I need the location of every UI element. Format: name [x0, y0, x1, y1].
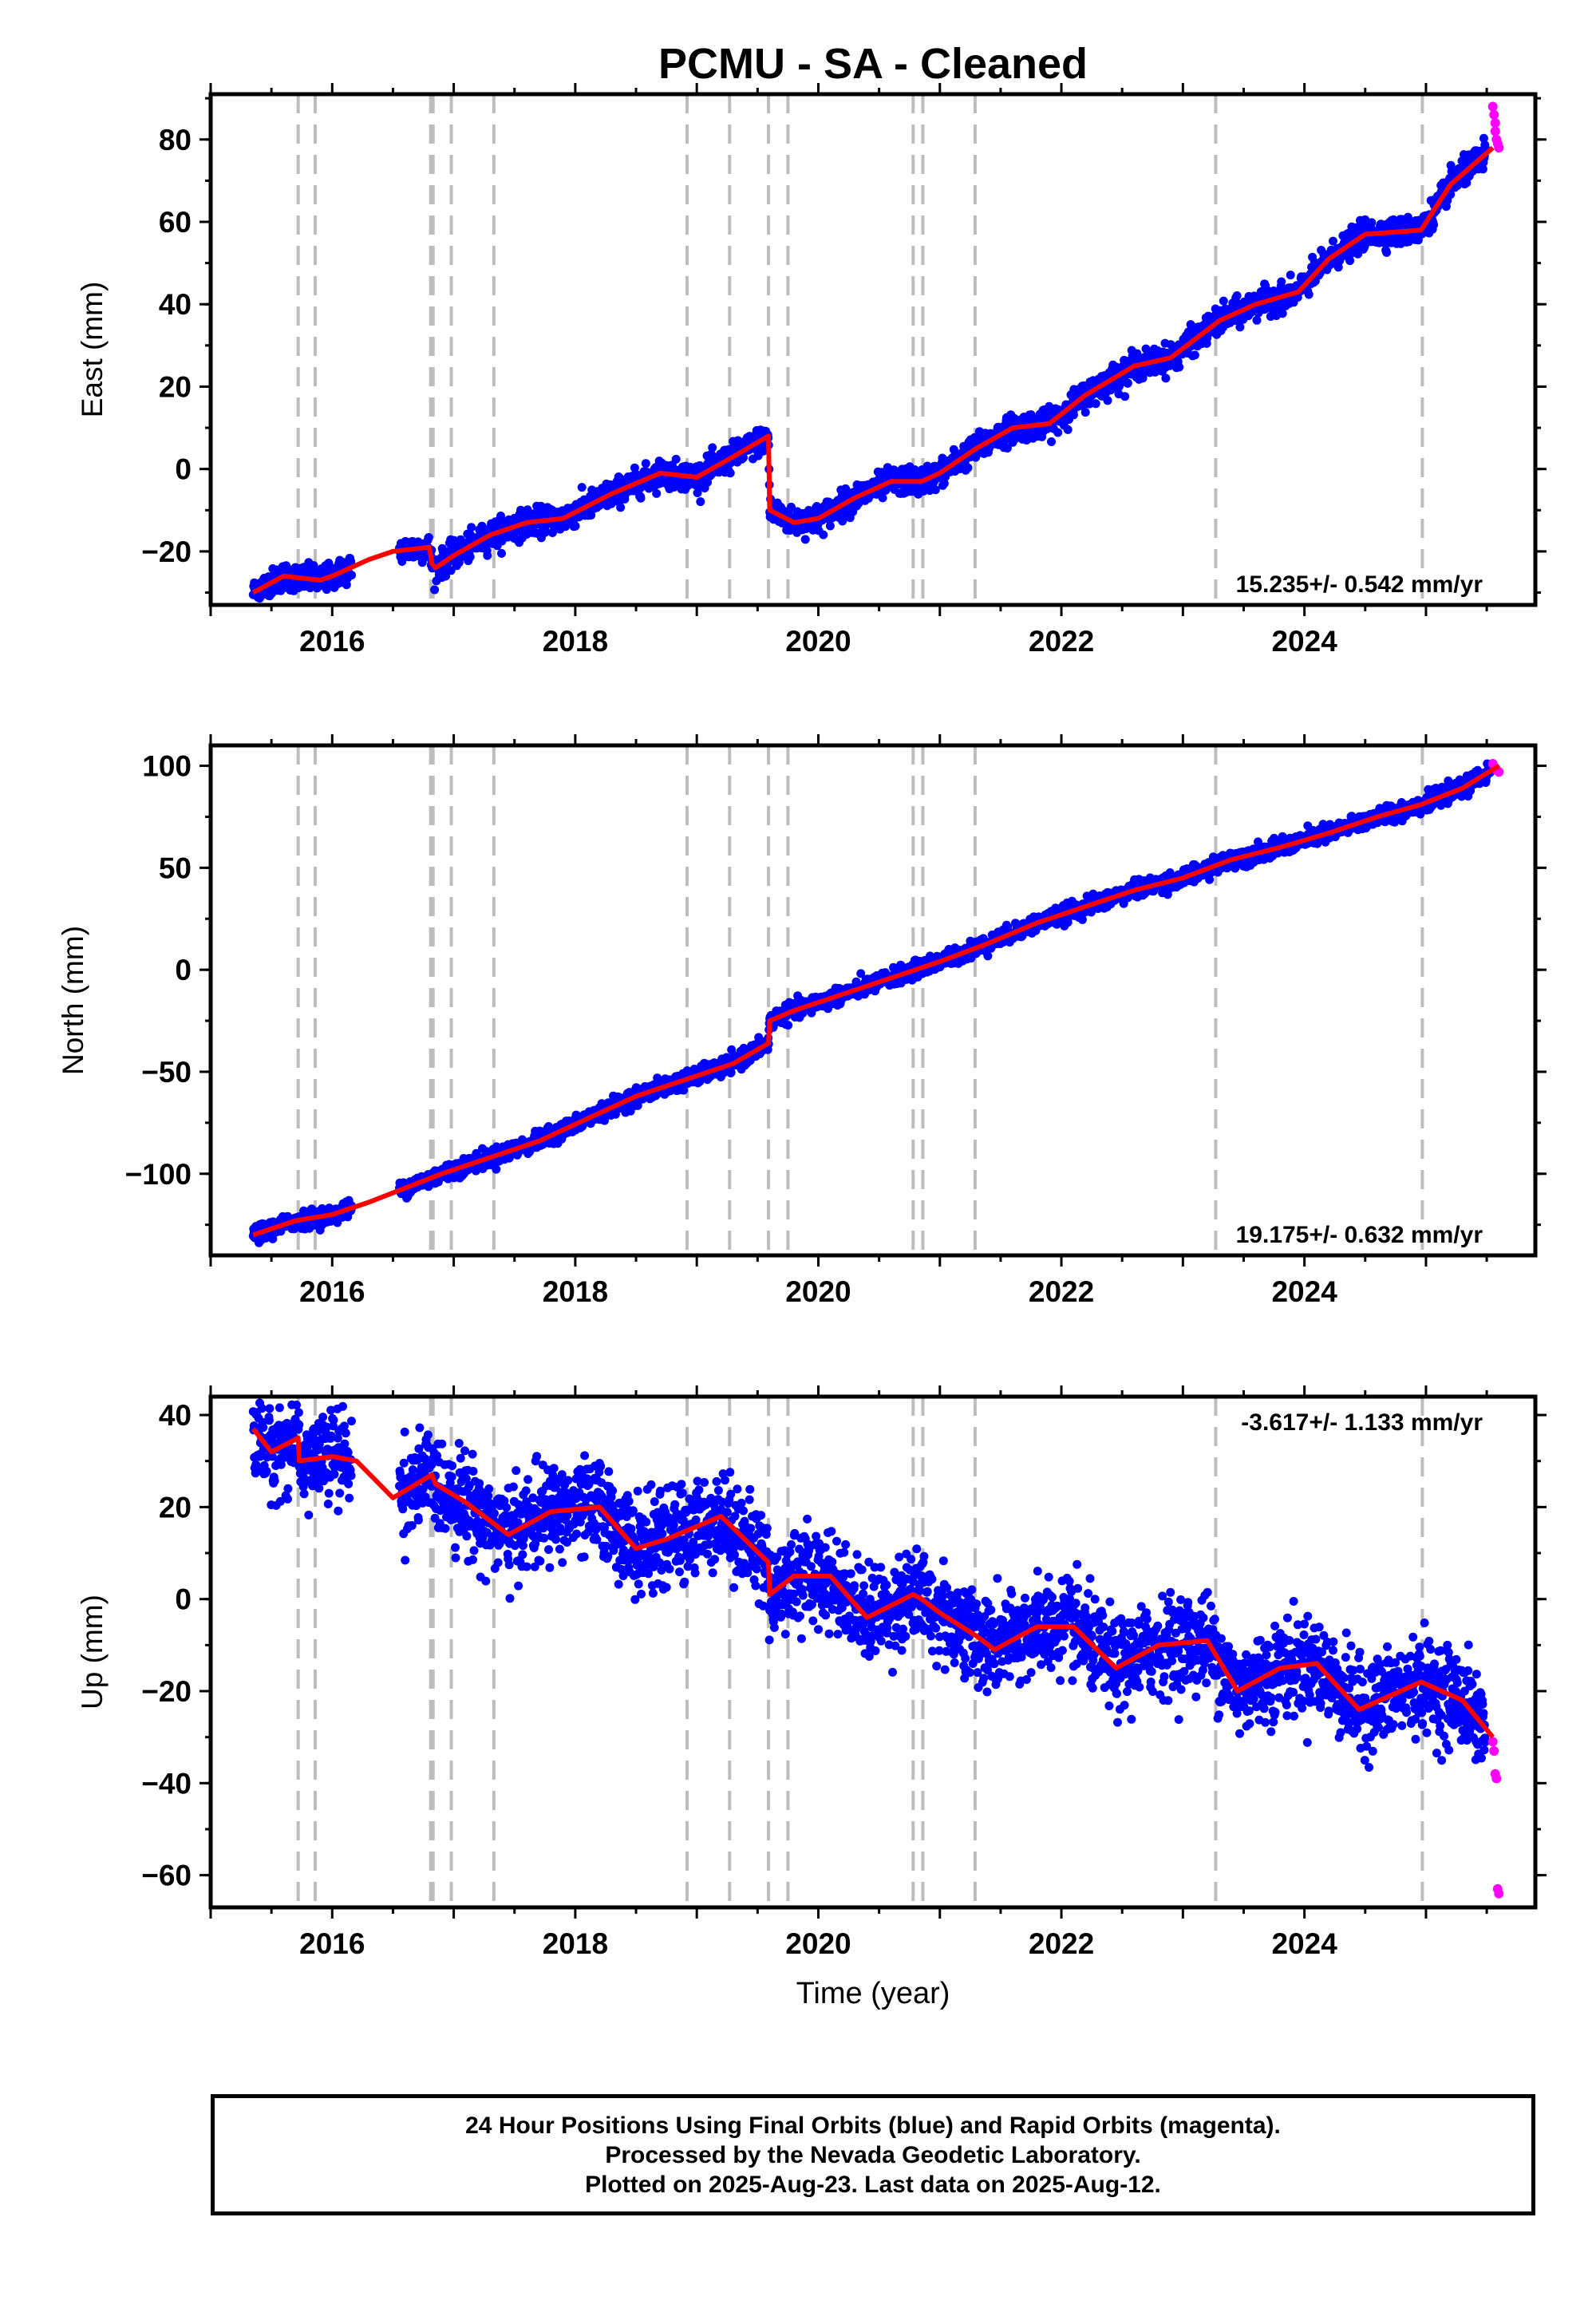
data-point — [1345, 256, 1355, 266]
x-tick-label: 2018 — [543, 625, 608, 658]
data-point — [641, 459, 650, 468]
data-point — [819, 530, 828, 539]
data-point — [1252, 315, 1262, 325]
chart-title: PCMU - SA - Cleaned — [658, 40, 1088, 88]
data-point — [1235, 322, 1245, 332]
data-point — [696, 497, 705, 507]
data-point — [1080, 408, 1090, 417]
data-point — [309, 561, 318, 571]
y-tick-label: 0 — [175, 453, 192, 486]
rapid-point — [1489, 109, 1499, 120]
x-tick-label: 2022 — [1029, 625, 1094, 658]
plot-frame — [208, 92, 1538, 607]
data-point — [347, 571, 356, 580]
data-point — [1161, 373, 1171, 383]
y-tick-label: 20 — [159, 370, 192, 403]
y-tick-label: 80 — [159, 124, 192, 156]
data-point — [483, 551, 492, 560]
data-point — [1091, 399, 1100, 409]
x-tick-label: 2024 — [1271, 625, 1337, 658]
data-point — [1063, 425, 1073, 434]
rapid-point — [1487, 101, 1498, 112]
data-point — [1429, 220, 1439, 230]
data-point — [1304, 290, 1314, 299]
data-point — [963, 463, 973, 472]
x-tick-label: 2016 — [299, 625, 365, 658]
final-orbit-points — [248, 133, 1490, 603]
data-point — [441, 571, 450, 581]
rapid-point — [1494, 143, 1504, 153]
data-point — [430, 585, 440, 595]
data-point — [630, 463, 639, 472]
model-fit-line — [251, 145, 1495, 595]
data-point — [636, 493, 646, 503]
data-point — [725, 468, 735, 478]
y-tick-label: 60 — [159, 206, 192, 239]
data-point — [497, 548, 506, 558]
data-point — [1232, 291, 1242, 300]
data-point — [571, 521, 580, 531]
data-point — [1286, 271, 1295, 280]
velocity-rate-label: 15.235+/- 0.542 mm/yr — [1236, 571, 1483, 598]
data-point — [1047, 437, 1056, 446]
data-point — [1175, 362, 1184, 372]
data-point — [424, 533, 433, 542]
data-point — [1120, 392, 1130, 401]
data-point — [1123, 378, 1132, 388]
data-point — [671, 454, 681, 464]
data-point — [800, 535, 810, 544]
y-axis-label: East (mm) — [76, 282, 109, 418]
data-point — [540, 528, 550, 537]
data-point — [616, 503, 626, 512]
data-point — [825, 521, 835, 531]
data-point — [467, 523, 476, 532]
rapid-point — [1490, 118, 1500, 128]
data-point — [577, 483, 587, 492]
x-tick-label: 2020 — [785, 625, 851, 658]
data-point — [1382, 247, 1392, 257]
data-point — [465, 552, 475, 562]
rapid-point — [1490, 126, 1500, 136]
data-point — [878, 493, 887, 503]
y-tick-label: −20 — [141, 536, 192, 568]
data-point — [342, 580, 351, 590]
data-point — [1103, 396, 1112, 405]
data-point — [1053, 428, 1063, 437]
data-point — [446, 566, 456, 575]
data-point — [708, 443, 717, 453]
data-point — [492, 1164, 501, 1174]
y-tick-label: 40 — [159, 288, 192, 321]
data-point — [652, 488, 662, 498]
data-point — [1219, 296, 1228, 306]
data-point — [1190, 350, 1199, 360]
data-point — [1329, 236, 1337, 246]
panel-east: −20 0 20 40 60 80 2016 2018 2020 2022 2024 East (mm… — [76, 83, 1547, 658]
data-point — [784, 1021, 793, 1030]
